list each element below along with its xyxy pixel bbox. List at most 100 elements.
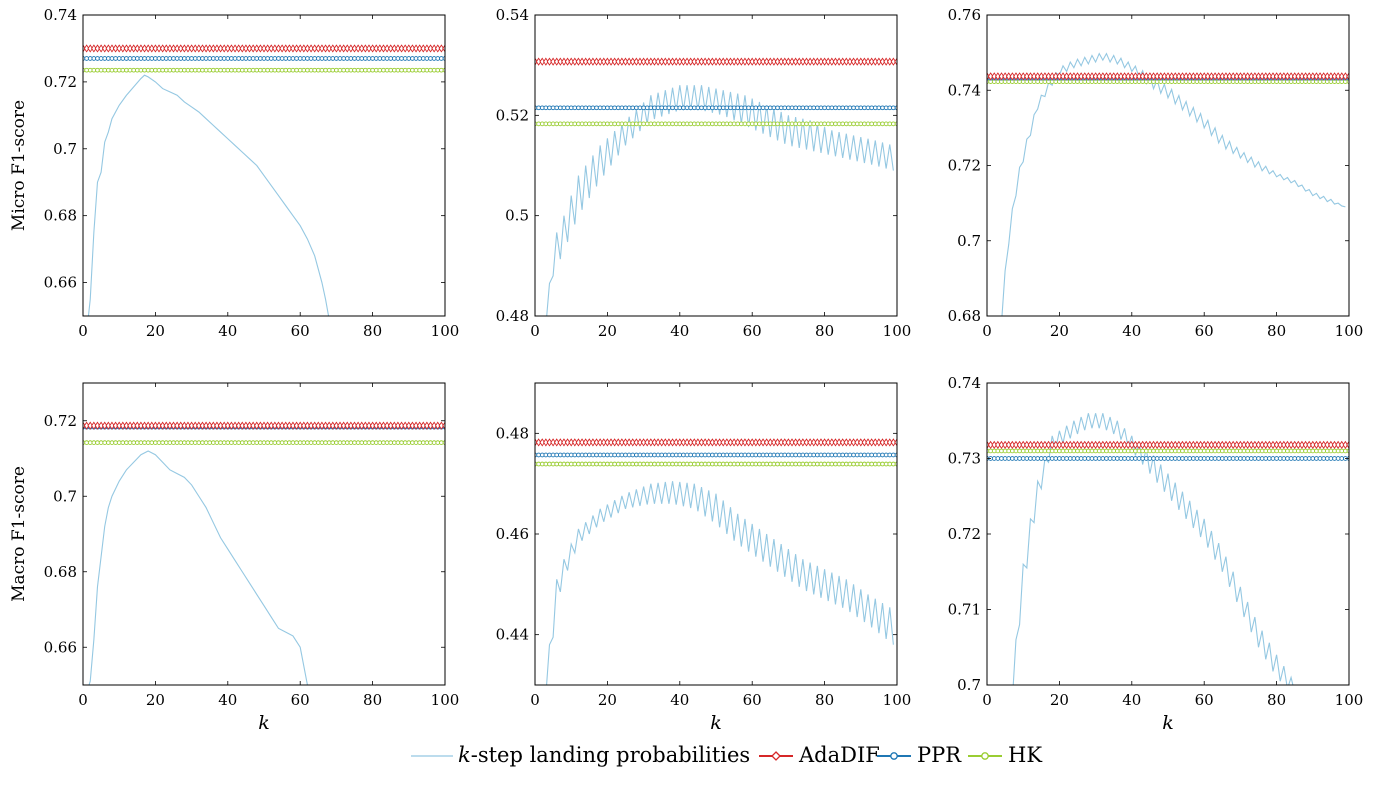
panel-1-2-adadif-marker: [1335, 440, 1341, 450]
panel-1-1-adadif-marker: [756, 438, 763, 447]
panel-0-0-adadif-marker: [322, 44, 329, 53]
panel-0-1-adadif-marker: [582, 57, 589, 66]
panel-1-1-adadif-marker: [651, 438, 658, 447]
panel-0-0-adadif-marker: [141, 44, 148, 53]
panel-1-1-adadif-marker: [807, 438, 813, 447]
panel-1-2-adadif-marker: [1255, 440, 1262, 450]
panel-0-0-adadif-marker: [409, 44, 416, 53]
panel-0-1-adadif-marker: [695, 57, 701, 66]
panel-1-2-adadif-marker: [1197, 440, 1204, 450]
panel-1-2-ytick-label: 0.72: [948, 525, 981, 543]
panel-0-0-adadif-marker: [174, 44, 180, 53]
panel-1-0-adadif-marker: [101, 421, 108, 430]
panel-1-1-adadif-marker: [825, 438, 831, 447]
panel-0-2-adadif-marker: [1143, 72, 1150, 81]
panel-0-2-adadif-marker: [1288, 72, 1294, 81]
panel-0-0-adadif-marker: [391, 44, 398, 53]
panel-0-0-adadif-marker: [239, 44, 246, 53]
panel-1-1-adadif-marker: [539, 438, 545, 447]
panel-1-1-adadif-marker: [745, 438, 752, 447]
panel-1-2-adadif-marker: [1103, 440, 1110, 450]
panel-1-0-adadif-marker: [232, 421, 238, 430]
panel-0-2-adadif-marker: [1234, 72, 1240, 81]
panel-1-0-adadif-marker: [373, 421, 379, 430]
panel-0-0-adadif-marker: [272, 44, 278, 53]
panel-1-2-xlabel: k: [1162, 712, 1174, 734]
panel-0-1-adadif-marker: [810, 57, 817, 66]
panel-0-2-xtick-label: 20: [1050, 322, 1069, 340]
panel-0-1-xtick-label: 40: [670, 322, 689, 340]
panel-1-0-adadif-marker: [138, 421, 144, 430]
panel-0-0-adadif-marker: [83, 44, 90, 53]
panel-0-0-adadif-marker: [366, 44, 372, 53]
panel-1-0-ytick-label: 0.66: [44, 638, 77, 656]
panel-0-2-adadif-marker: [1139, 72, 1146, 81]
panel-0-1-adadif-marker: [796, 57, 803, 66]
panel-0-1-adadif-marker: [756, 57, 763, 66]
panel-0-2-adadif-marker: [1313, 72, 1320, 81]
panel-0-0-adadif-marker: [167, 44, 173, 53]
panel-0-2-adadif-marker: [1252, 72, 1258, 81]
panel-0-0-ppr-series: [83, 56, 445, 61]
panel-1-1-adadif-marker: [749, 438, 755, 447]
panel-0-2-adadif-marker: [1038, 72, 1045, 81]
panel-0-1-adadif-marker: [821, 57, 828, 66]
panel-0-0-ytick-label: 0.72: [44, 73, 77, 91]
panel-0-2-xtick-label: 0: [982, 322, 992, 340]
panel-0-0-adadif-marker: [163, 44, 170, 53]
panel-0-2-adadif-marker: [1056, 72, 1063, 81]
panel-0-2-adadif-marker: [1060, 72, 1066, 81]
panel-0-1-adadif-marker: [890, 57, 897, 66]
panel-0-2-xtick-label: 100: [1335, 322, 1364, 340]
panel-0-0-adadif-marker: [290, 44, 296, 53]
panel-1-2-adadif-marker: [1042, 440, 1048, 450]
panel-1-1-adadif-marker: [695, 438, 701, 447]
panel-0-0-ylabel: Micro F1-score: [9, 100, 29, 231]
panel-1-2-adadif-marker: [1071, 440, 1077, 450]
panel-0-2-adadif-marker: [1103, 72, 1110, 81]
panel-0-0-adadif-marker: [112, 44, 119, 53]
panel-0-0-adadif-marker: [228, 44, 235, 53]
panel-0-0-adadif-marker: [337, 44, 343, 53]
panel-1-2-adadif-marker: [1125, 440, 1131, 450]
panel-1-2-xtick-label: 80: [1267, 691, 1286, 709]
panel-0-0-adadif-marker: [373, 44, 379, 53]
panel-1-0-adadif-marker: [206, 421, 213, 430]
panel-0-0-adadif-marker: [138, 44, 144, 53]
panel-0-2-adadif-marker: [1212, 72, 1218, 81]
panel-1-2-adadif-marker: [995, 440, 1001, 450]
panel-0-2-adadif-marker: [1034, 72, 1041, 81]
panel-0-1-adadif-marker: [753, 57, 759, 66]
panel-1-2-adadif-marker: [1215, 440, 1222, 450]
panel-0-1-adadif-marker: [666, 57, 672, 66]
panel-1-1-adadif-marker: [832, 438, 839, 447]
panel-1-2-adadif-marker: [1165, 440, 1171, 450]
panel-0-2-adadif-marker: [1186, 72, 1193, 81]
panel-0-1-adadif-marker: [763, 57, 770, 66]
panel-0-2-adadif-marker: [1009, 72, 1016, 81]
panel-1-2-adadif-marker: [1045, 440, 1052, 450]
panel-0-2-adadif-marker: [1194, 72, 1200, 81]
panel-0-0-adadif-marker: [214, 44, 220, 53]
panel-0-1-adadif-marker: [778, 57, 784, 66]
panel-0-2-adadif-marker: [1215, 72, 1222, 81]
panel-1-0-adadif-marker: [337, 421, 343, 430]
panel-1-2-adadif-marker: [1176, 440, 1182, 450]
panel-1-0-adadif-marker: [282, 421, 289, 430]
panel-0-2-adadif-marker: [1190, 72, 1197, 81]
panel-1-1-adadif-marker: [890, 438, 897, 447]
panel-1-1-xtick-label: 100: [883, 691, 912, 709]
panel-0-1-adadif-marker: [829, 57, 835, 66]
panel-1-1-adadif-marker: [640, 438, 647, 447]
panel-0-0-adadif-marker: [304, 44, 311, 53]
panel-1-2-adadif-marker: [1302, 440, 1309, 450]
panel-0-0-adadif-marker: [424, 44, 430, 53]
panel-1-1-adadif-marker: [760, 438, 766, 447]
panel-1-2-xtick-label: 100: [1335, 691, 1364, 709]
panel-0-0-adadif-marker: [261, 44, 267, 53]
panel-0-0-adadif-marker: [206, 44, 213, 53]
panel-0-0: 0 20 40 60 80 100 0.66 0.68 0.7 0.72 0.74 Micro F1-…: [9, 6, 459, 340]
panel-0-2-adadif-marker: [1295, 72, 1302, 81]
panel-1-2-adadif-marker: [1100, 440, 1106, 450]
